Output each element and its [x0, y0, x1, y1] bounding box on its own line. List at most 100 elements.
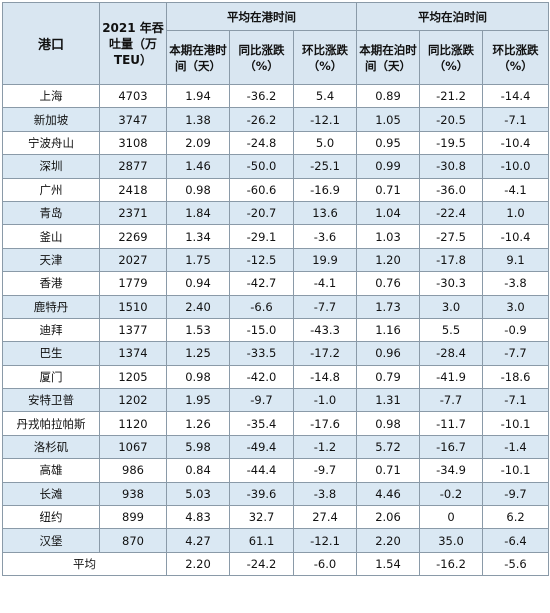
in-port-yoy: -26.2 [229, 107, 294, 132]
berth-days: 0.71 [356, 458, 421, 483]
port-name: 长滩 [2, 481, 100, 507]
berth-days: 0.98 [356, 411, 421, 436]
throughput: 3747 [99, 107, 167, 132]
in-port-days: 0.94 [166, 271, 230, 296]
throughput: 4703 [99, 83, 167, 109]
in-port-mom: -3.8 [292, 481, 358, 507]
header-row-2: 本期在港时间（天） 同比涨跌（%） 环比涨跌（%） 本期在泊时间（天） 同比涨跌… [3, 30, 550, 85]
throughput: 899 [99, 505, 167, 530]
berth-mom: -14.4 [482, 83, 550, 109]
throughput: 2371 [99, 200, 167, 226]
table-row: 宁波舟山 3108 2.09 -24.8 5.0 0.95 -19.5 -10.4 [2, 130, 550, 156]
throughput: 2877 [99, 154, 167, 179]
table-row: 釜山 2269 1.34 -29.1 -3.6 1.03 -27.5 -10.4 [2, 224, 550, 249]
berth-yoy: -20.5 [419, 107, 484, 132]
berth-mom: -10.1 [482, 458, 550, 483]
in-port-mom: -17.2 [292, 341, 358, 366]
avg-in-port-mom: -6.0 [292, 551, 358, 576]
berth-mom: -1.4 [482, 434, 550, 460]
in-port-mom: -25.1 [292, 154, 358, 179]
berth-yoy: -7.7 [419, 388, 484, 413]
berth-mom: -10.0 [482, 154, 550, 179]
table-row: 天津 2027 1.75 -12.5 19.9 1.20 -17.8 9.1 [2, 247, 550, 273]
port-name: 洛杉矶 [2, 434, 100, 460]
table-row: 安特卫普 1202 1.95 -9.7 -1.0 1.31 -7.7 -7.1 [2, 388, 550, 413]
port-name: 丹戎帕拉帕斯 [2, 411, 100, 436]
berth-yoy: -0.2 [419, 481, 484, 507]
in-port-mom: 19.9 [292, 247, 358, 273]
in-port-days: 1.38 [166, 107, 230, 132]
in-port-mom: 27.4 [292, 505, 358, 530]
average-row: 平均 2.20 -24.2 -6.0 1.54 -16.2 -5.6 [2, 551, 550, 576]
in-port-yoy: 61.1 [229, 528, 294, 553]
header-mom-berth: 环比涨跌（%） [482, 30, 550, 85]
throughput: 3108 [99, 130, 167, 156]
berth-mom: -7.1 [482, 388, 550, 413]
throughput: 1120 [99, 411, 167, 436]
in-port-days: 1.53 [166, 317, 230, 343]
berth-yoy: -30.3 [419, 271, 484, 296]
header-yoy-berth: 同比涨跌（%） [419, 30, 484, 85]
in-port-mom: -1.2 [292, 434, 358, 460]
table-row: 广州 2418 0.98 -60.6 -16.9 0.71 -36.0 -4.1 [2, 177, 550, 202]
port-name: 深圳 [2, 154, 100, 179]
in-port-yoy: -44.4 [229, 458, 294, 483]
berth-mom: 6.2 [482, 505, 550, 530]
berth-mom: -7.1 [482, 107, 550, 132]
in-port-days: 4.27 [166, 528, 230, 553]
port-name: 上海 [2, 83, 100, 109]
berth-yoy: -27.5 [419, 224, 484, 249]
in-port-mom: -1.0 [292, 388, 358, 413]
berth-mom: 3.0 [482, 294, 550, 319]
berth-mom: -10.1 [482, 411, 550, 436]
berth-days: 1.73 [356, 294, 421, 319]
avg-berth-days: 1.54 [356, 551, 421, 576]
berth-days: 1.20 [356, 247, 421, 273]
in-port-days: 1.46 [166, 154, 230, 179]
throughput: 1202 [99, 388, 167, 413]
in-port-mom: -7.7 [292, 294, 358, 319]
in-port-yoy: -9.7 [229, 388, 294, 413]
in-port-mom: -43.3 [292, 317, 358, 343]
in-port-mom: 5.4 [292, 83, 358, 109]
berth-days: 2.20 [356, 528, 421, 553]
in-port-days: 1.95 [166, 388, 230, 413]
port-name: 高雄 [2, 458, 100, 483]
berth-yoy: -41.9 [419, 364, 484, 390]
in-port-yoy: -12.5 [229, 247, 294, 273]
header-port: 港口 [2, 2, 100, 85]
in-port-days: 4.83 [166, 505, 230, 530]
table-row: 巴生 1374 1.25 -33.5 -17.2 0.96 -28.4 -7.7 [2, 341, 550, 366]
berth-mom: -9.7 [482, 481, 550, 507]
in-port-yoy: -20.7 [229, 200, 294, 226]
in-port-yoy: -6.6 [229, 294, 294, 319]
port-name: 巴生 [2, 341, 100, 366]
berth-days: 0.99 [356, 154, 421, 179]
in-port-days: 0.84 [166, 458, 230, 483]
berth-yoy: -22.4 [419, 200, 484, 226]
port-name: 釜山 [2, 224, 100, 249]
port-name: 汉堡 [2, 528, 100, 553]
berth-days: 1.04 [356, 200, 421, 226]
in-port-yoy: -49.4 [229, 434, 294, 460]
berth-mom: -6.4 [482, 528, 550, 553]
berth-days: 0.71 [356, 177, 421, 202]
in-port-yoy: -24.8 [229, 130, 294, 156]
berth-days: 1.31 [356, 388, 421, 413]
berth-days: 0.76 [356, 271, 421, 296]
header-in-port-group: 平均在港时间 [165, 2, 358, 31]
berth-days: 0.95 [356, 130, 421, 156]
in-port-yoy: -60.6 [229, 177, 294, 202]
header-mom-in-port: 环比涨跌（%） [292, 30, 358, 85]
port-name: 安特卫普 [2, 388, 100, 413]
berth-mom: 1.0 [482, 200, 550, 226]
avg-in-port-yoy: -24.2 [229, 551, 294, 576]
in-port-days: 0.98 [166, 364, 230, 390]
table-row: 深圳 2877 1.46 -50.0 -25.1 0.99 -30.8 -10.0 [2, 154, 550, 179]
in-port-days: 1.94 [166, 83, 230, 109]
in-port-yoy: -35.4 [229, 411, 294, 436]
port-name: 纽约 [2, 505, 100, 530]
in-port-yoy: -50.0 [229, 154, 294, 179]
throughput: 1779 [99, 271, 167, 296]
berth-yoy: -36.0 [419, 177, 484, 202]
